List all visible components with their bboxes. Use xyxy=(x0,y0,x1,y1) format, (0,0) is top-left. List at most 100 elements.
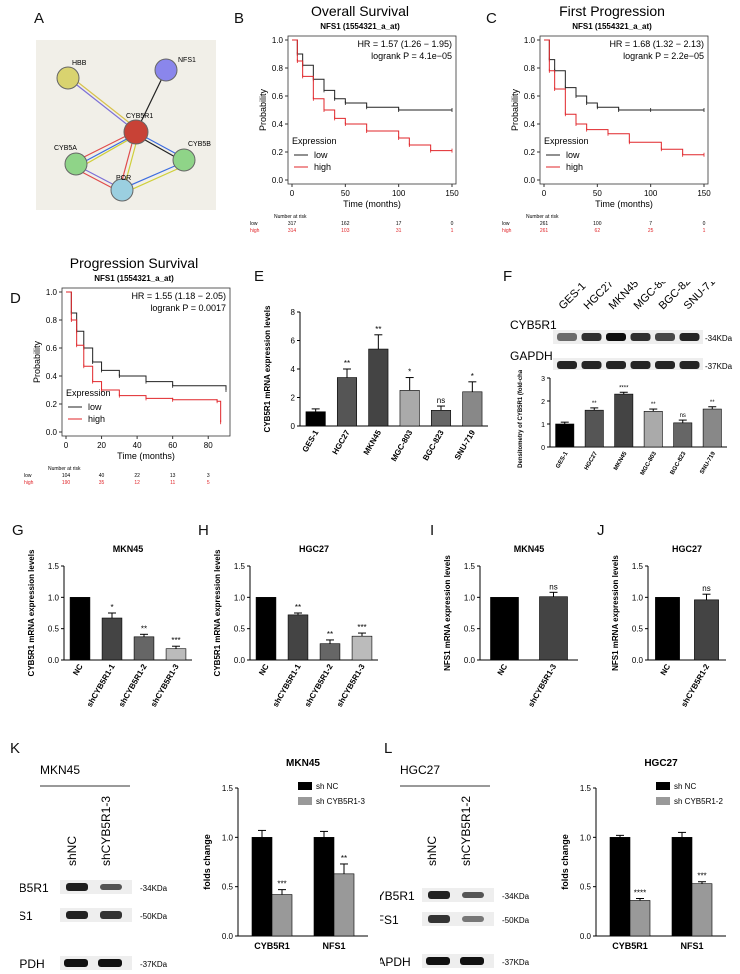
km-risk-label-high: high xyxy=(502,228,512,234)
panel-label-d: D xyxy=(10,290,21,307)
km-risk-high: 314 xyxy=(288,228,297,234)
grp-legend-label-0: sh NC xyxy=(674,782,696,791)
blot-k-lane-1: shNC xyxy=(65,836,79,866)
bar-ytick-label: 1.0 xyxy=(48,593,60,602)
bar-title: MKN45 xyxy=(514,544,545,554)
grp-ylabel: folds change xyxy=(202,834,212,890)
blot-f-row-gapdh: GAPDH xyxy=(510,349,553,362)
km-risk-low: 17 xyxy=(396,221,402,227)
grp-legend-swatch-1 xyxy=(656,797,670,805)
bar-shCYB5R1-1 xyxy=(287,614,309,661)
bar-category-NC: NC xyxy=(659,662,673,677)
km-legend-title: Expression xyxy=(66,388,111,398)
grp-legend-label-1: sh CYB5R1-2 xyxy=(674,797,723,806)
blot-l-row-3: GAPDH xyxy=(380,955,411,969)
grp-bar-NFS1-0 xyxy=(313,837,335,937)
blot-f-band-gapdh xyxy=(581,361,602,369)
bar-ytick-label: 8 xyxy=(291,308,296,317)
km-ytick-label: 0.8 xyxy=(524,64,536,73)
blot-k-lane-2: shCYB5R1-3 xyxy=(99,796,113,866)
bar-ytick-label: 1.5 xyxy=(48,562,60,571)
bar-MGC-803 xyxy=(399,390,420,427)
node-por xyxy=(110,178,134,202)
km-risk-low: 40 xyxy=(99,473,105,479)
bar-GES-1 xyxy=(555,423,575,448)
grp-ytick-label: 0.0 xyxy=(222,932,234,941)
km-xlabel: Time (months) xyxy=(343,199,401,209)
grp-category-NFS1: NFS1 xyxy=(680,941,703,951)
km-legend-high: high xyxy=(88,414,105,424)
km-curve-high xyxy=(292,39,452,152)
bar-sig-shCYB5R1-3: *** xyxy=(171,636,180,645)
bar-category-shCYB5R1-2: shCYB5R1-2 xyxy=(303,662,335,709)
km-xtick-label: 0 xyxy=(290,189,295,198)
km-curve-low xyxy=(66,291,227,390)
km-risk-low: 7 xyxy=(649,221,652,227)
km-risk-low: 3 xyxy=(207,473,210,479)
node-label-cyb5b: CYB5B xyxy=(188,141,211,148)
bar-ytick-label: 1.5 xyxy=(234,562,246,571)
grp-bar-NFS1-1 xyxy=(691,883,713,937)
blot-k-cell: MKN45 xyxy=(40,763,80,777)
bar-category-shCYB5R1-1: shCYB5R1-1 xyxy=(85,662,117,709)
bar-chart-h: HGC27 0.0 0.5 1.0 1.5 CYB5R1 mRNA expression … xyxy=(213,544,378,709)
km-risk-title: Number at risk xyxy=(274,214,307,220)
km-subtitle: NFS1 (1554321_a_at) xyxy=(320,22,400,31)
panel-label-g: G xyxy=(12,522,24,539)
km-legend-high: high xyxy=(314,162,331,172)
km-logrank: logrank P = 0.0017 xyxy=(150,303,226,313)
bar-ytick-label: 0.0 xyxy=(234,656,246,665)
bar-ytick-label: 0.5 xyxy=(234,625,246,634)
bar-GES-1 xyxy=(305,411,326,427)
blot-f-lane: GES-1 xyxy=(557,282,589,312)
grp-legend-swatch-0 xyxy=(656,782,670,790)
km-ytick-label: 0.0 xyxy=(524,176,536,185)
bar-category-shCYB5R1-3: shCYB5R1-3 xyxy=(149,662,181,709)
bar-BGC-823 xyxy=(673,422,693,448)
bar-title: MKN45 xyxy=(113,544,144,554)
blot-l-row-1: CYB5R1 xyxy=(380,889,415,903)
blot-f-row-cyb5r1: CYB5R1 xyxy=(510,318,557,332)
grp-bar-CYB5R1-1 xyxy=(629,900,651,937)
bar-sig-HGC27: ** xyxy=(344,359,350,368)
bar-sig-shCYB5R1-1: * xyxy=(110,603,113,612)
km-risk-low: 0 xyxy=(451,221,454,227)
bar-NC xyxy=(490,597,519,661)
km-xtick-label: 150 xyxy=(445,189,459,198)
km-risk-title: Number at risk xyxy=(48,466,81,472)
bar-category-SNU-719: SNU-719 xyxy=(699,450,717,475)
blot-l-band-2a xyxy=(428,915,450,923)
km-ytick-label: 0.0 xyxy=(46,428,58,437)
western-blot-f-bands: -34KDa -37KDa xyxy=(553,330,733,370)
km-ytick-label: 0.4 xyxy=(272,120,284,129)
bar-ylabel: CYB5R1 mRNA expression levels xyxy=(213,549,222,676)
bar-ylabel: Densitometry of CYB5R1 (fold-change) xyxy=(518,370,524,468)
km-xlabel: Time (months) xyxy=(595,199,653,209)
bar-ytick-label: 2 xyxy=(541,399,545,406)
blot-k-row-1: CYB5R1 xyxy=(20,881,49,895)
bar-category-HGC27: HGC27 xyxy=(584,450,600,471)
km-curve-low xyxy=(292,39,452,111)
km-ytick-label: 0.4 xyxy=(46,372,58,381)
panel-label-i: I xyxy=(430,522,435,539)
km-legend-title: Expression xyxy=(292,136,337,146)
blot-k-band-2a xyxy=(66,911,88,919)
bar-category-GES-1: GES-1 xyxy=(555,450,570,469)
bar-NC xyxy=(655,597,680,661)
bar-ytick-label: 4 xyxy=(291,365,296,374)
bar-ytick-label: 1.0 xyxy=(234,593,246,602)
blot-k-kda-2: -50KDa xyxy=(140,912,168,921)
blot-k-kda-1: -34KDa xyxy=(140,884,168,893)
bar-HGC27 xyxy=(336,377,358,427)
km-ytick-label: 0.8 xyxy=(46,316,58,325)
grp-category-CYB5R1: CYB5R1 xyxy=(612,941,648,951)
bar-sig-HGC27: ** xyxy=(592,401,597,407)
bar-category-NC: NC xyxy=(71,662,85,677)
blot-f-band-cyb5r1 xyxy=(630,333,651,341)
blot-f-band-gapdh xyxy=(630,361,651,369)
blot-l-band-1b xyxy=(462,892,484,898)
km-frame xyxy=(539,35,709,185)
km-plot-overall-survival: Overall Survival NFS1 (1554321_a_at) 0.0 0.… xyxy=(250,3,459,234)
bar-category-shCYB5R1-3: shCYB5R1-3 xyxy=(335,662,367,709)
bar-chart-i: MKN45 0.0 0.5 1.0 1.5 NFS1 mRNA expression le… xyxy=(443,544,578,709)
